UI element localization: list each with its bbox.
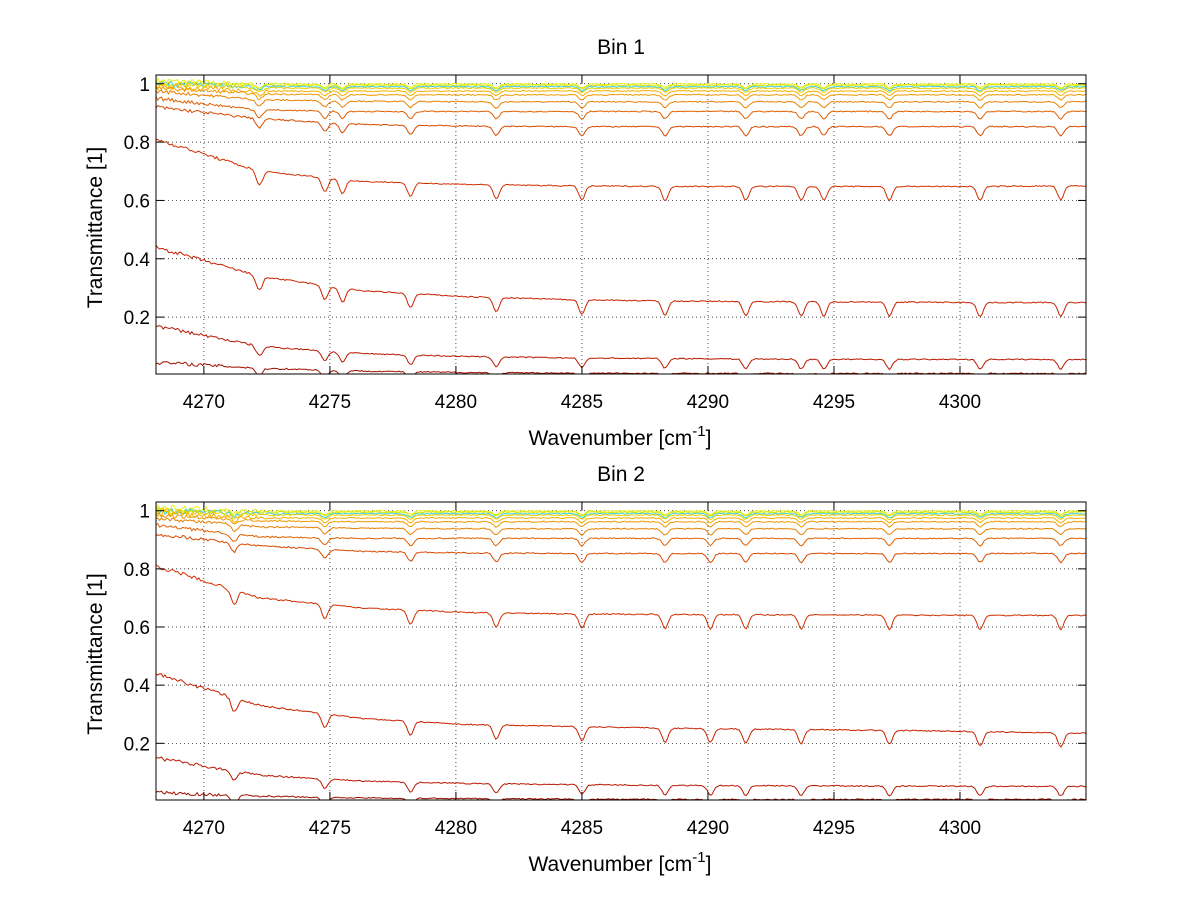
- plot-area: [156, 502, 1086, 800]
- series-line-2: [156, 80, 1086, 92]
- x-tick-label: 4300: [939, 818, 981, 839]
- x-tick-label: 4270: [183, 818, 225, 839]
- series-line-1: [156, 76, 1086, 89]
- series-line-3: [156, 506, 1086, 519]
- x-axis-title: Wavenumber [cm-1]: [529, 423, 712, 450]
- x-tick-label: 4295: [813, 818, 855, 839]
- x-tick-label: 4295: [813, 392, 855, 413]
- series-line-11: [156, 673, 1086, 748]
- x-tick-label: 4285: [561, 392, 603, 413]
- x-tick-label: 4270: [183, 392, 225, 413]
- series-line-4: [156, 81, 1086, 94]
- series-group: [156, 503, 1086, 800]
- y-tick-label: 0.8: [124, 133, 150, 154]
- y-tick-label: 1: [139, 75, 150, 96]
- panel-2: 4270 4275 4280 4285 4290 4295 4300 0.2 0.4 0.6 0.8…: [84, 463, 1087, 876]
- series-line-9: [156, 104, 1086, 137]
- y-tick-label: 0.6: [124, 618, 150, 639]
- y-axis-title: Transmittance [1]: [84, 573, 107, 734]
- series-line-9: [156, 533, 1086, 564]
- series-line-6: [156, 85, 1086, 101]
- x-tick-label: 4280: [435, 392, 477, 413]
- series-line-8: [156, 523, 1086, 547]
- panel-1: 4270 4275 4280 4285 4290 4295 4300 0.2 0.4 0.6 0.8…: [84, 36, 1087, 450]
- x-tick-label: 4275: [309, 392, 351, 413]
- series-line-1: [156, 503, 1086, 516]
- y-tick-label: 0.4: [124, 250, 151, 271]
- x-tick-label: 4290: [687, 392, 729, 413]
- y-tick-label: 0.2: [124, 308, 150, 329]
- x-axis-title: Wavenumber [cm-1]: [529, 849, 712, 876]
- series-line-5: [156, 510, 1086, 524]
- y-tick-label: 0.2: [124, 734, 150, 755]
- y-tick-label: 0.4: [124, 676, 151, 697]
- x-tick-label: 4285: [561, 818, 603, 839]
- series-line-7: [156, 517, 1086, 536]
- series-line-8: [156, 96, 1086, 120]
- series-line-3: [156, 80, 1086, 92]
- plot-title: Bin 2: [597, 463, 645, 486]
- series-line-11: [156, 244, 1086, 318]
- series-line-4: [156, 506, 1086, 521]
- y-axis-title: Transmittance [1]: [84, 147, 107, 308]
- series-line-7: [156, 89, 1086, 110]
- series-line-12: [156, 325, 1086, 371]
- series-line-6: [156, 513, 1086, 529]
- series-group: [156, 76, 1086, 374]
- series-line-12: [156, 756, 1086, 797]
- x-tick-label: 4275: [309, 818, 351, 839]
- x-tick-label: 4290: [687, 818, 729, 839]
- y-tick-label: 1: [139, 502, 150, 523]
- plot-area: [156, 75, 1086, 374]
- x-tick-label: 4300: [939, 392, 981, 413]
- series-line-2: [156, 505, 1086, 518]
- series-line-10: [156, 138, 1086, 202]
- axes-box: [155, 501, 1087, 801]
- series-line-10: [156, 564, 1086, 631]
- plot-title: Bin 1: [597, 36, 645, 59]
- series-line-5: [156, 83, 1086, 97]
- x-tick-label: 4280: [435, 818, 477, 839]
- y-tick-label: 0.8: [124, 560, 150, 581]
- y-tick-label: 0.6: [124, 191, 150, 212]
- axes-box: [155, 74, 1087, 375]
